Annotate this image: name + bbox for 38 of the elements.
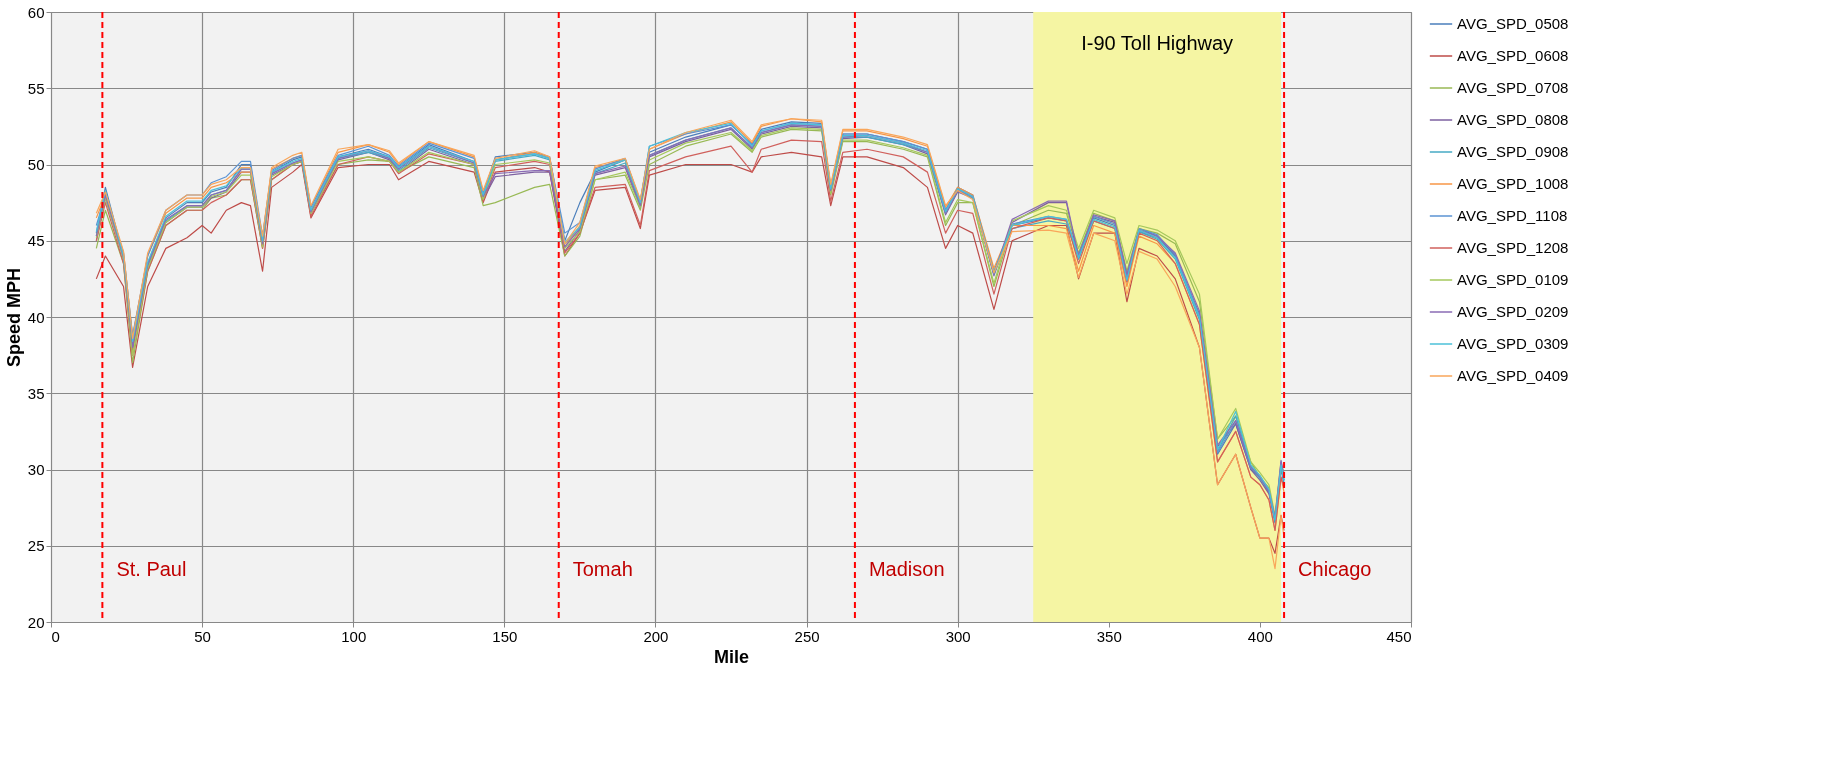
x-tick-label: 300 [945, 627, 971, 645]
ref-line-label: Tomah [572, 558, 633, 580]
legend-label: AVG_SPD_0908 [1457, 143, 1569, 160]
legend-label: AVG_SPD_0409 [1457, 367, 1569, 384]
x-tick-label: 400 [1247, 627, 1273, 645]
legend-label: AVG_SPD_0708 [1457, 79, 1569, 96]
legend-label: AVG_SPD_0508 [1457, 15, 1569, 32]
legend-label: AVG_SPD_0209 [1457, 303, 1569, 320]
legend-label: AVG_SPD_1008 [1457, 175, 1569, 192]
x-tick-label: 50 [194, 627, 211, 645]
legend-label: AVG_SPD_0309 [1457, 335, 1569, 352]
x-tick-label: 450 [1386, 627, 1412, 645]
x-tick-label: 150 [492, 627, 518, 645]
legend-label: AVG_SPD_1108 [1457, 207, 1568, 224]
y-tick-label: 25 [27, 537, 45, 555]
ref-line-label: Madison [868, 558, 945, 580]
y-tick-label: 45 [27, 232, 45, 250]
y-axis-title: Speed MPH [3, 267, 24, 368]
x-tick-label: 350 [1096, 627, 1122, 645]
y-tick-label: 55 [27, 79, 45, 97]
y-tick-label: 40 [27, 308, 45, 326]
x-tick-label: 100 [341, 627, 367, 645]
legend-label: AVG_SPD_0608 [1457, 47, 1569, 64]
legend-label: AVG_SPD_0808 [1457, 111, 1569, 128]
x-tick-label: 0 [51, 627, 60, 645]
y-tick-label: 30 [27, 461, 45, 478]
y-tick-label: 20 [27, 613, 45, 631]
band-label: I-90 Toll Highway [1081, 32, 1234, 54]
legend-label: AVG_SPD_0109 [1457, 271, 1569, 288]
y-tick-label: 50 [27, 156, 45, 173]
y-tick-label: 60 [27, 3, 45, 21]
x-tick-label: 250 [794, 627, 820, 645]
ref-line-label: Chicago [1298, 558, 1372, 580]
ref-line-label: St. Paul [116, 558, 187, 580]
y-tick-label: 35 [27, 384, 45, 402]
x-tick-label: 200 [643, 627, 669, 645]
x-axis-title: Mile [713, 646, 750, 667]
legend-label: AVG_SPD_1208 [1457, 239, 1569, 256]
